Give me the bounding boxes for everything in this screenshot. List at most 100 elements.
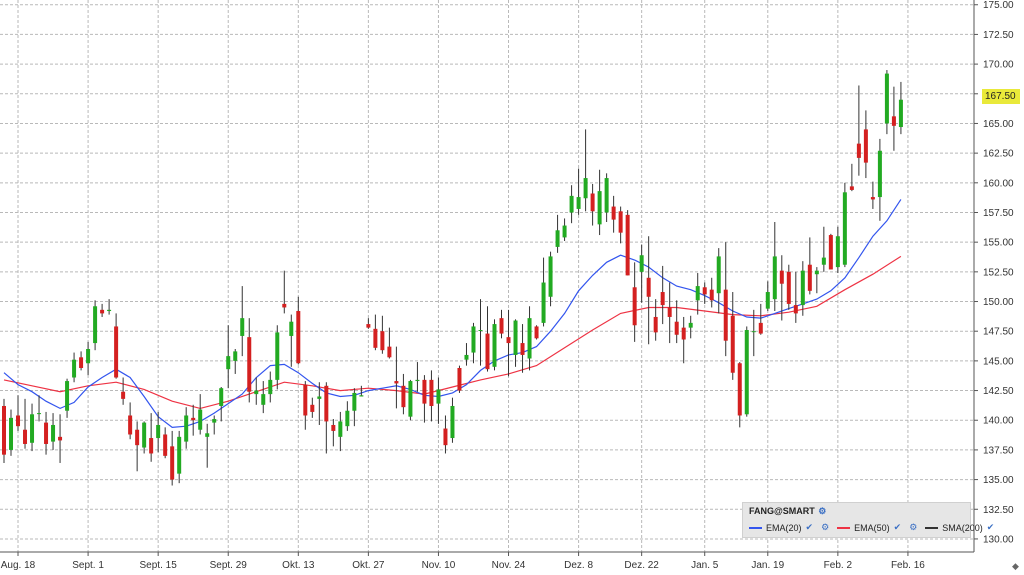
settings-icon[interactable]: ⚙: [818, 506, 827, 516]
candle-up: [744, 330, 749, 415]
candle-down: [58, 436, 63, 441]
legend[interactable]: FANG@SMART ⚙ EMA(20) ✔ ⚙ EMA(50) ✔ ⚙ SMA…: [742, 502, 994, 538]
candle-down: [331, 424, 336, 431]
candle-up: [772, 256, 777, 300]
candle-up: [9, 417, 14, 450]
x-tick-label: Feb. 2: [824, 560, 853, 571]
candle-up: [254, 390, 259, 395]
candle-down: [618, 211, 623, 233]
candle-up: [471, 326, 476, 353]
y-tick-label: 132.50: [983, 505, 1014, 516]
candle-down: [380, 331, 385, 351]
candle-up: [492, 324, 497, 367]
ema20-swatch: [749, 526, 762, 529]
candle-down: [170, 446, 175, 480]
sma200-swatch: [925, 526, 939, 529]
y-tick-label: 172.50: [983, 30, 1014, 41]
y-tick-label: 150.00: [983, 297, 1014, 308]
candle-up: [275, 332, 280, 380]
candle-down: [373, 328, 378, 348]
x-tick-label: Jan. 19: [751, 560, 784, 571]
candle-up: [569, 195, 574, 213]
candle-down: [849, 186, 854, 190]
y-tick-labels: 175.00172.50170.00167.50165.00162.50160.…: [983, 0, 1014, 545]
candle-up: [359, 395, 364, 397]
candle-down: [149, 438, 154, 454]
candle-down: [128, 415, 133, 435]
corner-diamond-icon: ◆: [1012, 561, 1019, 571]
candle-up: [289, 321, 294, 336]
ema50-settings-icon[interactable]: ⚙: [909, 522, 918, 532]
candle-down: [443, 428, 448, 446]
ema20-check-icon[interactable]: ✔: [805, 522, 814, 532]
candle-down: [534, 326, 539, 339]
candle-up: [576, 197, 581, 209]
candle-up: [814, 270, 819, 275]
candle-down: [828, 235, 833, 270]
y-tick-label: 170.00: [983, 60, 1014, 71]
candle-up: [695, 286, 700, 301]
candle-up: [527, 318, 532, 359]
ema50-path: [3, 255, 902, 410]
candle-up: [716, 256, 721, 294]
candle-down: [485, 333, 490, 370]
y-tick-label: 152.50: [983, 267, 1014, 278]
candle-up: [226, 356, 231, 370]
x-tick-label: Nov. 10: [422, 560, 456, 571]
candle-down: [135, 429, 140, 446]
x-tick-label: Okt. 13: [282, 560, 315, 571]
x-tick-label: Dez. 8: [564, 560, 593, 571]
candle-up: [107, 309, 112, 312]
candle-down: [121, 391, 126, 399]
x-tick-label: Nov. 24: [492, 560, 526, 571]
candle-down: [457, 368, 462, 391]
y-tick-label: 140.00: [983, 416, 1014, 427]
ema50-line: [3, 255, 902, 410]
candle-down: [303, 384, 308, 416]
sma200-check-icon[interactable]: ✔: [986, 522, 995, 532]
ema20-line: [3, 199, 902, 429]
legend-items: EMA(20) ✔ ⚙ EMA(50) ✔ ⚙ SMA(200) ✔: [749, 522, 997, 533]
candle-up: [268, 379, 273, 395]
candle-down: [23, 429, 28, 444]
candle-down: [660, 292, 665, 306]
candle-up: [639, 255, 644, 272]
candle-down: [114, 326, 119, 378]
x-tick-labels: Aug. 18 Sept. 1 Sept. 15 Sept. 29 Okt. 13 Okt…: [1, 560, 926, 571]
candle-up: [436, 389, 441, 404]
candle-down: [870, 197, 875, 200]
candle-up: [555, 230, 560, 247]
candle-up: [240, 318, 245, 336]
y-tick-label: 160.00: [983, 178, 1014, 189]
candle-down: [247, 337, 252, 392]
candle-up: [751, 331, 756, 333]
candle-down: [723, 289, 728, 341]
candle-down: [394, 381, 399, 384]
candle-down: [499, 318, 504, 334]
legend-sma200-label: SMA(200): [942, 522, 983, 533]
candle-up: [37, 413, 42, 415]
candle-up: [548, 256, 553, 297]
ema50-check-icon[interactable]: ✔: [893, 522, 902, 532]
y-tick-label: 157.50: [983, 208, 1014, 219]
candle-up: [261, 394, 266, 405]
candle-down: [779, 270, 784, 284]
candle-down: [79, 357, 84, 368]
candle-down: [163, 434, 168, 456]
candle-up: [513, 320, 518, 355]
candle-down: [296, 311, 301, 364]
y-tick-label: 135.00: [983, 475, 1014, 486]
candle-down: [2, 405, 6, 455]
candle-up: [877, 150, 882, 198]
candle-down: [737, 363, 742, 416]
ema20-settings-icon[interactable]: ⚙: [821, 522, 830, 532]
candle-down: [16, 415, 21, 427]
y-tick-label: 162.50: [983, 149, 1014, 160]
candle-down: [520, 343, 525, 355]
y-tick-label: 155.00: [983, 238, 1014, 249]
candle-up: [184, 415, 189, 442]
candle-up: [233, 351, 238, 361]
candle-down: [681, 327, 686, 340]
candle-up: [408, 381, 413, 417]
